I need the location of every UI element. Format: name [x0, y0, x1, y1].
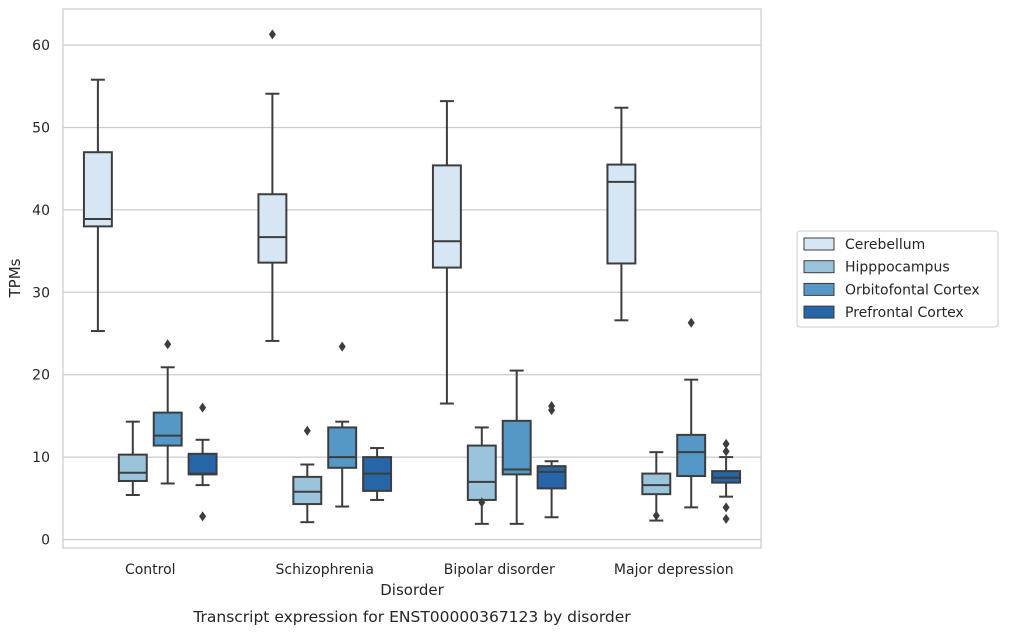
legend-frame — [796, 230, 999, 328]
outlier-point — [199, 402, 207, 413]
box-iqr — [152, 411, 183, 447]
legend-label: Prefrontal Cortex — [845, 305, 964, 321]
legend-label: Hipppocampus — [845, 260, 950, 276]
x-tick-label: Schizophrenia — [276, 562, 374, 578]
box-prefrontal-cortex — [711, 438, 742, 524]
box-hipppocampus — [641, 451, 672, 522]
box-prefrontal-cortex — [187, 402, 218, 522]
box-iqr — [676, 433, 707, 478]
box-iqr — [501, 419, 532, 476]
box-iqr — [466, 444, 497, 501]
box-iqr — [641, 472, 672, 496]
outlier-point — [268, 29, 276, 40]
legend-swatch — [803, 260, 835, 274]
outlier-point — [722, 502, 730, 513]
box-iqr — [431, 164, 462, 269]
y-tick-label: 10 — [32, 450, 50, 466]
box-iqr — [187, 452, 218, 476]
outlier-point — [652, 510, 660, 521]
box-iqr — [606, 163, 637, 265]
box-cerebellum — [431, 100, 462, 405]
legend-swatch — [803, 237, 835, 251]
box-cerebellum — [257, 29, 288, 342]
boxes — [82, 29, 742, 525]
box-prefrontal-cortex — [536, 401, 567, 519]
outlier-point — [722, 446, 730, 457]
grid-lines — [63, 44, 761, 541]
x-tick-label: Control — [125, 562, 176, 578]
y-tick-label: 0 — [41, 533, 50, 549]
legend-label: Cerebellum — [845, 237, 925, 253]
outlier-point — [687, 317, 695, 328]
y-tick-label: 50 — [32, 121, 50, 137]
y-tick-labels: 0 10 20 30 40 50 60 — [32, 38, 50, 548]
box-orbitofontal-cortex — [501, 369, 532, 525]
y-axis-label: TPMs — [6, 258, 24, 298]
legend-swatch — [803, 282, 835, 296]
box-iqr — [117, 453, 148, 482]
legend: Cerebellum Hipppocampus Orbitofontal Corte… — [796, 230, 999, 328]
box-orbitofontal-cortex — [152, 339, 183, 485]
chart-caption: Transcript expression for ENST0000036712… — [192, 608, 631, 626]
box-hipppocampus — [292, 425, 323, 524]
legend-label: Orbitofontal Cortex — [845, 282, 980, 298]
outlier-point — [164, 339, 172, 350]
x-tick-label: Bipolar disorder — [444, 562, 555, 578]
y-tick-label: 20 — [32, 368, 50, 384]
x-tick-labels: Control Schizophrenia Bipolar disorder Majo… — [125, 562, 734, 578]
plot-frame — [62, 8, 762, 549]
box-iqr — [292, 475, 323, 506]
box-iqr — [327, 426, 358, 469]
box-hipppocampus — [466, 426, 497, 525]
outlier-point — [722, 438, 730, 449]
outlier-point — [478, 497, 486, 508]
outlier-point — [338, 341, 346, 352]
box-hipppocampus — [117, 420, 148, 497]
box-prefrontal-cortex — [362, 447, 393, 501]
legend-swatch — [803, 305, 835, 319]
x-tick-label: Major depression — [614, 562, 734, 578]
outlier-point — [199, 511, 207, 522]
box-iqr — [257, 193, 288, 264]
box-cerebellum — [606, 106, 637, 322]
box-iqr — [82, 151, 113, 228]
outlier-point — [303, 425, 311, 436]
y-tick-label: 30 — [32, 285, 50, 301]
box-orbitofontal-cortex — [327, 341, 358, 508]
outlier-point — [722, 513, 730, 524]
y-tick-label: 40 — [32, 203, 50, 219]
box-orbitofontal-cortex — [676, 317, 707, 509]
x-axis-label: Disorder — [380, 581, 444, 599]
outlier-point — [548, 401, 556, 412]
box-cerebellum — [82, 78, 113, 333]
y-tick-label: 60 — [32, 38, 50, 54]
box-iqr — [536, 465, 567, 490]
